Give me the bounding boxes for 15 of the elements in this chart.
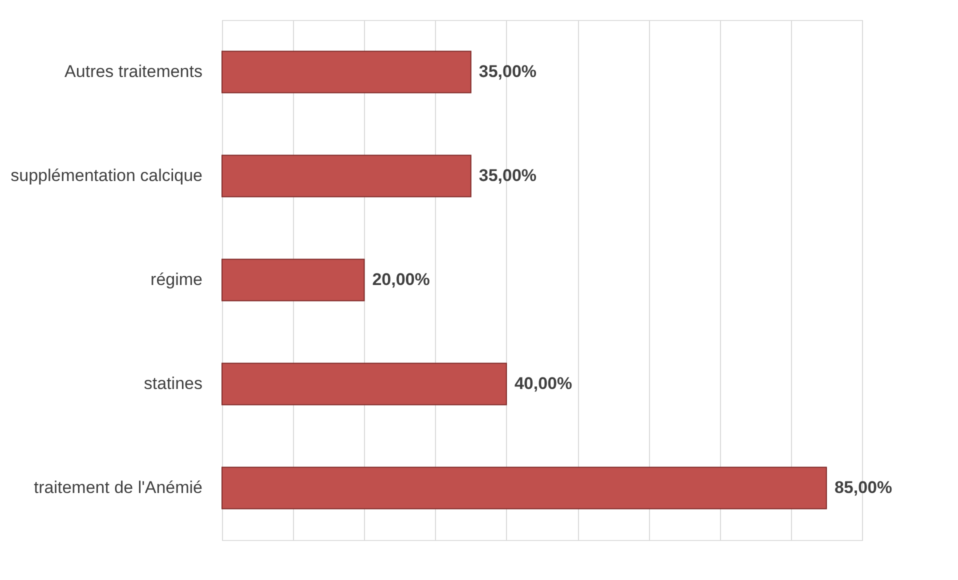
y-tick-label: statines [144, 374, 202, 393]
data-label: 20,00% [372, 270, 430, 289]
y-tick-label: régime [150, 270, 202, 289]
bar [222, 258, 365, 302]
bar [222, 50, 472, 94]
bar [222, 154, 472, 198]
y-tick-label: supplémentation calcique [10, 166, 202, 185]
y-tick-label: traitement de l'Anémié [34, 478, 202, 497]
bar [222, 362, 507, 406]
data-label: 35,00% [478, 166, 537, 185]
y-tick-label: Autres traitements [64, 62, 202, 81]
data-label: 85,00% [834, 478, 892, 497]
bar [222, 466, 827, 510]
data-label: 35,00% [478, 62, 537, 81]
data-label: 40,00% [514, 374, 572, 393]
